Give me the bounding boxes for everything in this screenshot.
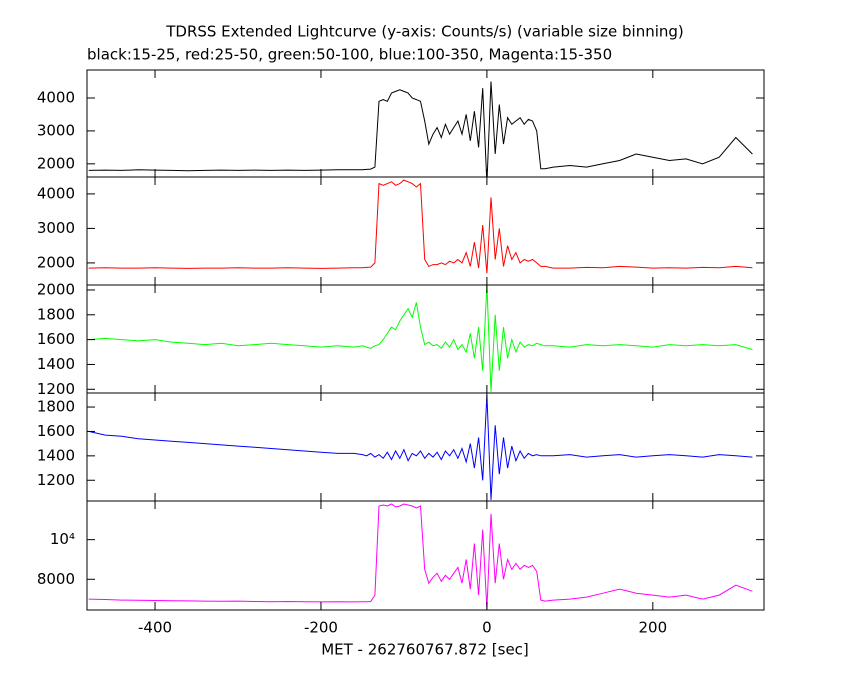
lightcurve — [88, 285, 753, 392]
panel-frame — [86, 500, 765, 611]
y-tick-label: 1200 — [37, 380, 75, 398]
y-tick-label: 1800 — [37, 398, 75, 416]
y-tick-label: 1400 — [37, 446, 75, 464]
y-tick-label: 2000 — [37, 154, 75, 172]
y-tick-label: 2000 — [37, 280, 75, 298]
panel-frame — [86, 284, 765, 394]
chart-title: TDRSS Extended Lightcurve (y-axis: Count… — [165, 23, 684, 41]
y-tick-label: 3000 — [37, 219, 75, 237]
x-tick-label: -200 — [304, 619, 338, 637]
x-tick-label: -400 — [138, 619, 172, 637]
y-tick-label: 1600 — [37, 330, 75, 348]
y-tick-label: 1400 — [37, 355, 75, 373]
lightcurve — [88, 81, 753, 177]
x-axis-label: MET - 262760767.872 [sec] — [321, 641, 529, 659]
y-tick-label: 1800 — [37, 305, 75, 323]
lightcurve — [88, 179, 753, 274]
x-tick-label: 0 — [482, 619, 492, 637]
y-tick-label: 2000 — [37, 253, 75, 271]
x-tick-label: 200 — [639, 619, 668, 637]
y-tick-label: 1200 — [37, 471, 75, 489]
y-tick-label: 4000 — [37, 88, 75, 106]
y-tick-label: 3000 — [37, 121, 75, 139]
lightcurve — [88, 503, 753, 610]
y-tick-label: 4000 — [37, 184, 75, 202]
y-tick-label: 1600 — [37, 422, 75, 440]
y-tick-label: 8000 — [37, 570, 75, 588]
chart-subtitle: black:15-25, red:25-50, green:50-100, bl… — [87, 46, 612, 64]
y-tick-label: 10⁴ — [50, 530, 75, 548]
lightcurve — [88, 394, 753, 500]
panel-frame — [86, 392, 765, 502]
